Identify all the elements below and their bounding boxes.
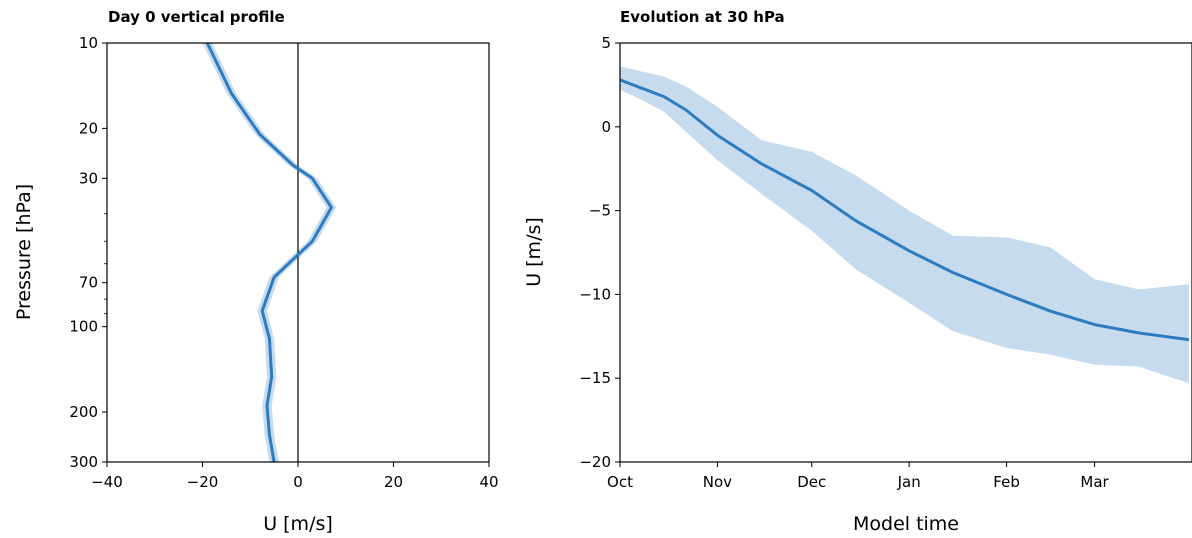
profile-x-tick-label: 0 <box>293 473 303 491</box>
profile-y-ticks: 10 20 30 70 100 200 300 <box>69 34 107 471</box>
evolution-x-tick-label: Jan <box>897 473 921 491</box>
profile-y-tick-label: 70 <box>79 274 98 292</box>
evolution-axes-frame <box>619 42 1192 463</box>
evolution-y-tick-label: 0 <box>601 118 611 136</box>
profile-uncertainty-band <box>202 43 337 462</box>
evolution-line <box>619 78 1190 342</box>
profile-title: Day 0 vertical profile <box>108 8 285 26</box>
evolution-band <box>620 66 1189 384</box>
evolution-x-tick-label: Nov <box>703 473 732 491</box>
profile-x-tick-label: 40 <box>479 473 498 491</box>
evolution-x-tick-label: Dec <box>797 473 826 491</box>
evolution-y-label: U [m/s] <box>523 217 545 287</box>
evolution-x-tick-label: Mar <box>1080 473 1109 491</box>
evolution-x-label: Model time <box>853 513 959 535</box>
evolution-x-tick-label: Oct <box>607 473 633 491</box>
evolution-y-tick-label: −5 <box>589 202 611 220</box>
profile-x-label: U [m/s] <box>263 513 333 535</box>
evolution-panel: Evolution at 30 hPa Oct Nov Dec Jan Feb Mar −… <box>523 8 1192 535</box>
evolution-y-tick-label: −20 <box>579 453 611 471</box>
evolution-y-tick-label: 5 <box>601 34 611 52</box>
evolution-x-ticks: Oct Nov Dec Jan Feb Mar <box>607 462 1110 491</box>
profile-x-tick-label: −20 <box>187 473 219 491</box>
evolution-mean-line <box>619 78 1190 342</box>
profile-panel: Day 0 vertical profile −40 −20 0 20 40 10 20 3… <box>13 8 499 535</box>
profile-x-ticks: −40 −20 0 20 40 <box>91 462 499 491</box>
profile-y-tick-label: 20 <box>79 119 98 137</box>
profile-y-tick-label: 200 <box>69 403 98 421</box>
profile-y-tick-label: 10 <box>79 34 98 52</box>
profile-y-tick-label: 100 <box>69 318 98 336</box>
profile-y-label: Pressure [hPa] <box>13 184 35 320</box>
profile-x-tick-label: −40 <box>91 473 123 491</box>
evolution-title: Evolution at 30 hPa <box>620 8 785 26</box>
profile-y-tick-label: 300 <box>69 453 98 471</box>
evolution-y-tick-label: −10 <box>579 285 611 303</box>
profile-y-tick-label: 30 <box>79 169 98 187</box>
profile-mean-line <box>205 42 333 463</box>
profile-x-tick-label: 20 <box>384 473 403 491</box>
evolution-x-tick-label: Feb <box>993 473 1020 491</box>
profile-line <box>205 42 333 463</box>
evolution-y-ticks: −20 −15 −10 −5 0 5 <box>579 34 620 471</box>
evolution-spread-band <box>620 66 1189 384</box>
profile-band <box>202 43 337 462</box>
evolution-y-tick-label: −15 <box>579 369 611 387</box>
